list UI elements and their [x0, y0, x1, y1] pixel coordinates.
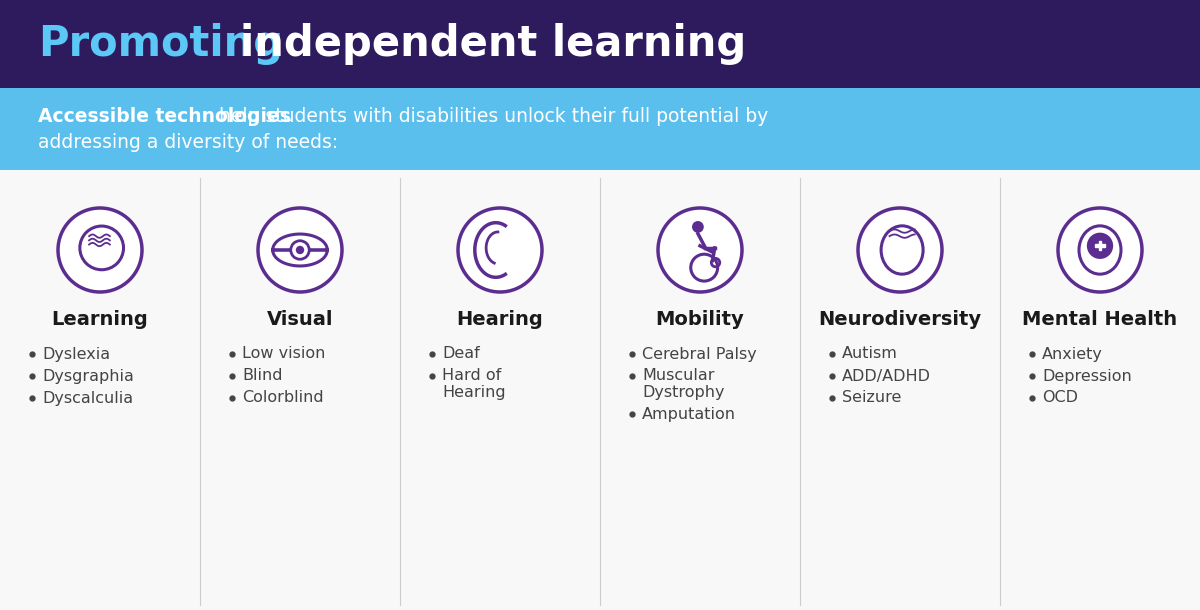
Text: Seizure: Seizure	[842, 390, 901, 406]
Text: addressing a diversity of needs:: addressing a diversity of needs:	[38, 132, 338, 151]
Text: Learning: Learning	[52, 310, 149, 329]
Text: Neurodiversity: Neurodiversity	[818, 310, 982, 329]
Text: Mobility: Mobility	[655, 310, 744, 329]
Text: Depression: Depression	[1042, 368, 1132, 384]
Circle shape	[858, 208, 942, 292]
Text: independent learning: independent learning	[240, 23, 746, 65]
Circle shape	[258, 208, 342, 292]
Text: Amputation: Amputation	[642, 406, 736, 422]
Text: Hearing: Hearing	[442, 384, 505, 400]
Polygon shape	[272, 234, 328, 266]
Text: Dyslexia: Dyslexia	[42, 346, 110, 362]
Bar	[1096, 245, 1105, 247]
Text: Hearing: Hearing	[457, 310, 544, 329]
Text: Colorblind: Colorblind	[242, 390, 324, 406]
Text: Mental Health: Mental Health	[1022, 310, 1177, 329]
Text: help students with disabilities unlock their full potential by: help students with disabilities unlock t…	[214, 107, 768, 126]
Text: Low vision: Low vision	[242, 346, 325, 362]
Circle shape	[1058, 208, 1142, 292]
Circle shape	[295, 246, 305, 254]
Text: Cerebral Palsy: Cerebral Palsy	[642, 346, 757, 362]
Text: Autism: Autism	[842, 346, 898, 362]
Circle shape	[692, 221, 703, 233]
Text: Dysgraphia: Dysgraphia	[42, 368, 134, 384]
Bar	[0, 88, 1200, 170]
Text: Deaf: Deaf	[442, 346, 480, 362]
Text: Visual: Visual	[266, 310, 334, 329]
Circle shape	[58, 208, 142, 292]
Text: Promoting: Promoting	[38, 23, 283, 65]
Circle shape	[458, 208, 542, 292]
Text: OCD: OCD	[1042, 390, 1078, 406]
Text: Dyscalculia: Dyscalculia	[42, 390, 133, 406]
Bar	[1098, 241, 1102, 251]
Circle shape	[1088, 234, 1111, 257]
Bar	[0, 0, 1200, 88]
Text: Hard of: Hard of	[442, 368, 502, 384]
Circle shape	[290, 241, 310, 259]
Text: Dystrophy: Dystrophy	[642, 384, 725, 400]
Text: Promoting independent learning: Promoting independent learning	[38, 23, 804, 65]
Text: Blind: Blind	[242, 368, 282, 384]
Text: Muscular: Muscular	[642, 368, 714, 384]
Text: ADD/ADHD: ADD/ADHD	[842, 368, 931, 384]
Text: Accessible technologies: Accessible technologies	[38, 107, 290, 126]
Text: Anxiety: Anxiety	[1042, 346, 1103, 362]
Circle shape	[658, 208, 742, 292]
